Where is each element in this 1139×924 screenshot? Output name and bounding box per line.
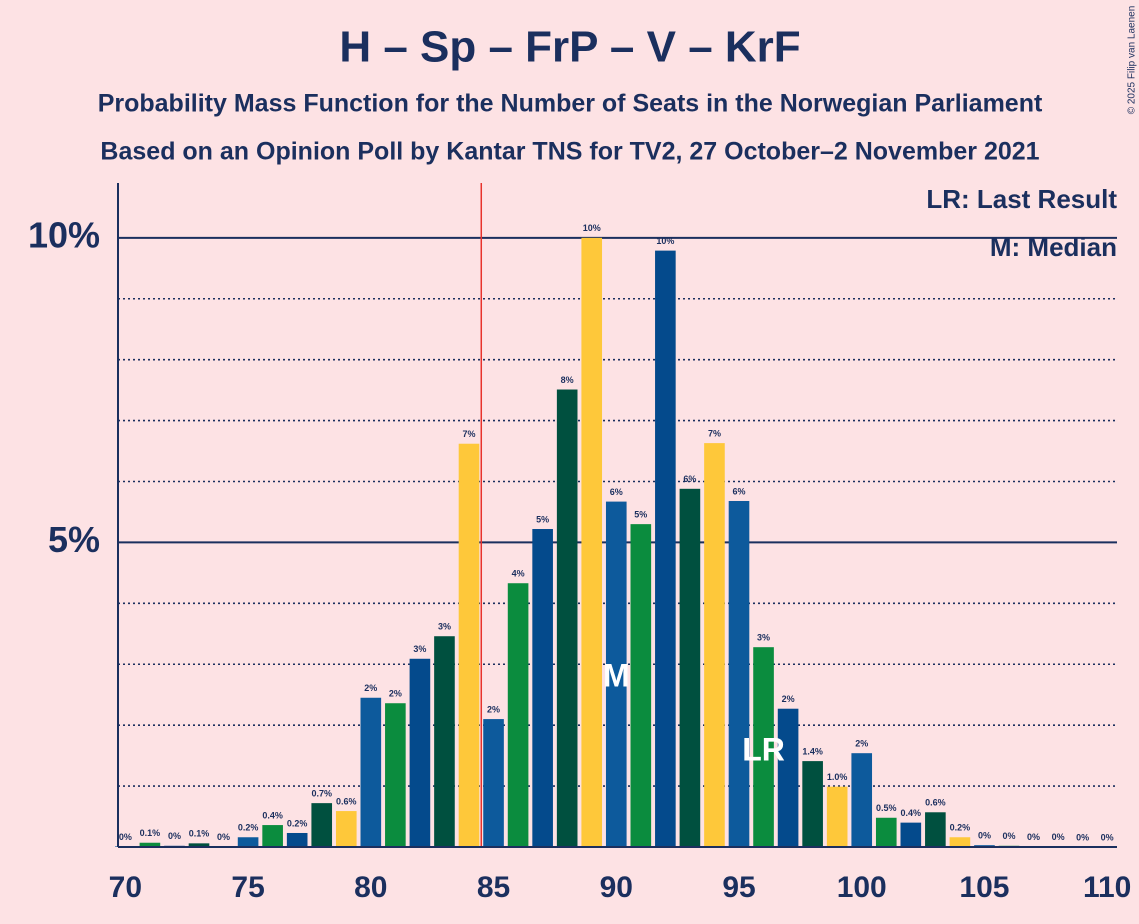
bar <box>458 443 480 847</box>
data-label: 10% <box>583 223 601 233</box>
last-result-marker: LR <box>742 731 785 767</box>
x-tick-label: 85 <box>477 871 510 904</box>
bar <box>262 825 283 847</box>
bar <box>286 832 308 847</box>
data-label: 7% <box>708 428 721 438</box>
data-label: 0.6% <box>336 796 357 806</box>
data-label: 10% <box>656 236 674 246</box>
data-label: 0.5% <box>876 803 897 813</box>
bar <box>507 583 529 847</box>
bar <box>728 500 750 847</box>
bar <box>826 786 848 847</box>
x-tick-label: 110 <box>1083 871 1131 904</box>
median-marker: M <box>603 657 630 693</box>
data-label: 6% <box>732 486 745 496</box>
data-label: 0% <box>1076 832 1089 842</box>
x-tick-label: 95 <box>722 871 755 904</box>
x-tick-label: 70 <box>109 871 142 904</box>
bar <box>851 753 873 847</box>
data-label: 2% <box>855 739 868 749</box>
legend-entry: M: Median <box>990 232 1117 262</box>
bar <box>802 761 823 847</box>
data-label: 1.0% <box>827 772 848 782</box>
x-tick-label: 105 <box>959 871 1009 904</box>
bar <box>679 488 701 847</box>
data-label: 0.4% <box>262 810 283 820</box>
data-label: 4% <box>512 569 525 579</box>
data-label: 2% <box>364 683 377 693</box>
bar <box>704 443 725 847</box>
data-label: 0.4% <box>901 808 922 818</box>
data-label: 0% <box>119 832 132 842</box>
data-label: 0.2% <box>950 823 971 833</box>
data-label: 0% <box>1002 831 1015 841</box>
bar <box>655 250 676 847</box>
bar <box>360 697 382 847</box>
data-label: 7% <box>462 429 475 439</box>
bar <box>335 811 357 847</box>
bar <box>188 843 210 847</box>
y-tick-label: 10% <box>28 214 100 255</box>
data-label: 0% <box>978 831 991 841</box>
data-label: 2% <box>487 704 500 714</box>
data-label: 0.6% <box>925 798 946 808</box>
bar <box>237 837 259 847</box>
data-label: 6% <box>683 474 696 484</box>
bar <box>630 524 652 847</box>
bar <box>949 837 971 847</box>
bar <box>900 822 922 847</box>
bar <box>875 817 897 847</box>
bar <box>605 501 627 847</box>
chart-subtitle: Based on an Opinion Poll by Kantar TNS f… <box>100 138 1039 166</box>
data-label: 0% <box>1101 832 1114 842</box>
data-label: 1.4% <box>802 746 823 756</box>
bar <box>532 529 553 847</box>
data-label: 2% <box>389 689 402 699</box>
data-label: 0.2% <box>287 818 308 828</box>
data-label: 5% <box>536 514 549 524</box>
data-label: 6% <box>610 487 623 497</box>
bar <box>434 636 455 847</box>
data-label: 0% <box>1027 832 1040 842</box>
bar <box>556 389 578 847</box>
y-tick-label: 5% <box>48 519 100 560</box>
legend-entry: LR: Last Result <box>926 184 1117 214</box>
data-label: 5% <box>634 510 647 520</box>
bar <box>409 658 431 847</box>
bar <box>483 719 504 847</box>
x-tick-label: 90 <box>600 871 633 904</box>
data-label: 8% <box>561 375 574 385</box>
bar <box>311 803 333 847</box>
bar <box>925 812 946 847</box>
x-tick-label: 100 <box>837 871 887 904</box>
data-label: 0% <box>217 832 230 842</box>
bar <box>581 237 603 847</box>
bar <box>385 703 406 847</box>
bar <box>753 647 774 847</box>
data-label: 0.7% <box>311 789 332 799</box>
bar <box>139 842 161 847</box>
bar <box>777 708 799 847</box>
data-label: 0.2% <box>238 823 259 833</box>
data-label: 2% <box>782 694 795 704</box>
data-label: 0% <box>168 831 181 841</box>
chart-subtitle: Probability Mass Function for the Number… <box>98 90 1043 118</box>
data-label: 0.1% <box>189 829 210 839</box>
chart-title: H – Sp – FrP – V – KrF <box>339 23 800 72</box>
data-label: 3% <box>413 644 426 654</box>
data-label: 0.1% <box>140 828 161 838</box>
x-tick-label: 75 <box>231 871 264 904</box>
data-label: 3% <box>438 622 451 632</box>
x-tick-label: 80 <box>354 871 387 904</box>
data-label: 3% <box>757 633 770 643</box>
copyright: © 2025 Filip van Laenen <box>1127 6 1138 115</box>
data-label: 0% <box>1052 832 1065 842</box>
